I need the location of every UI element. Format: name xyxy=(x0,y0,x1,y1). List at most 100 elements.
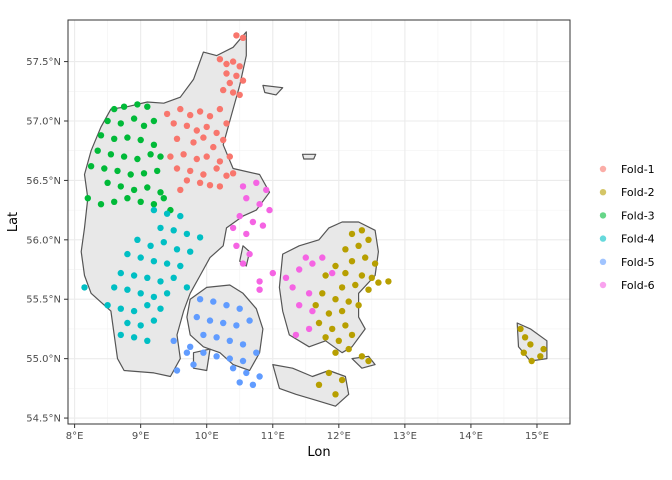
point-fold-3 xyxy=(150,201,158,208)
point-fold-4 xyxy=(150,258,158,265)
point-fold-4 xyxy=(137,254,144,261)
point-fold-2 xyxy=(322,334,329,341)
point-fold-4 xyxy=(117,305,125,312)
point-fold-2 xyxy=(322,272,329,279)
point-fold-3 xyxy=(150,141,158,148)
data-points xyxy=(81,32,547,398)
point-fold-2 xyxy=(358,353,366,360)
y-tick-label: 55.5°N xyxy=(26,295,61,306)
point-fold-3 xyxy=(154,167,161,175)
point-fold-5 xyxy=(193,313,200,321)
point-fold-4 xyxy=(163,210,171,217)
point-fold-3 xyxy=(140,170,148,177)
point-fold-1 xyxy=(196,108,204,115)
point-fold-6 xyxy=(305,325,313,333)
point-fold-1 xyxy=(223,70,230,77)
point-fold-3 xyxy=(147,151,154,158)
point-fold-5 xyxy=(190,361,197,368)
point-fold-6 xyxy=(243,230,250,238)
y-tick-label: 57.0°N xyxy=(26,117,61,128)
panel-border xyxy=(67,19,571,425)
point-fold-4 xyxy=(130,272,138,279)
point-fold-5 xyxy=(183,349,191,356)
point-fold-6 xyxy=(246,250,253,258)
point-fold-5 xyxy=(210,298,217,305)
point-fold-1 xyxy=(213,129,220,137)
point-fold-5 xyxy=(243,369,250,377)
point-fold-5 xyxy=(229,365,237,372)
point-fold-4 xyxy=(144,337,151,344)
point-fold-6 xyxy=(296,302,303,309)
point-fold-2 xyxy=(358,272,366,279)
point-fold-1 xyxy=(220,136,227,144)
point-fold-6 xyxy=(229,224,237,232)
point-fold-3 xyxy=(140,122,148,129)
point-fold-2 xyxy=(355,302,362,309)
point-fold-4 xyxy=(157,278,164,285)
point-fold-1 xyxy=(233,72,240,80)
point-fold-2 xyxy=(375,279,382,286)
point-fold-1 xyxy=(177,186,184,194)
point-fold-1 xyxy=(216,105,224,113)
point-fold-6 xyxy=(256,278,263,285)
legend-key-fold-2 xyxy=(599,189,607,196)
point-fold-4 xyxy=(111,284,118,291)
point-fold-3 xyxy=(104,179,111,186)
x-tick-label: 11°E xyxy=(261,431,285,442)
point-fold-3 xyxy=(97,201,105,208)
point-fold-5 xyxy=(246,317,253,324)
point-fold-3 xyxy=(111,105,118,113)
point-fold-1 xyxy=(216,183,224,190)
point-fold-6 xyxy=(309,307,316,315)
point-fold-2 xyxy=(348,230,356,238)
point-fold-1 xyxy=(196,179,204,186)
point-fold-5 xyxy=(249,381,257,388)
point-fold-5 xyxy=(233,322,240,329)
point-fold-2 xyxy=(348,258,356,265)
point-fold-2 xyxy=(362,254,369,261)
point-fold-1 xyxy=(239,77,247,84)
point-fold-4 xyxy=(147,242,154,249)
point-fold-6 xyxy=(233,242,240,249)
y-tick-label: 57.5°N xyxy=(26,57,61,68)
point-fold-1 xyxy=(190,139,197,146)
point-fold-6 xyxy=(239,260,247,267)
point-fold-2 xyxy=(520,349,527,356)
point-fold-3 xyxy=(107,151,115,158)
point-fold-1 xyxy=(187,111,194,119)
legend-label-fold-5: Fold-5 xyxy=(621,256,655,269)
point-fold-1 xyxy=(200,134,207,141)
point-fold-3 xyxy=(137,198,144,205)
point-fold-1 xyxy=(216,158,224,165)
point-fold-2 xyxy=(338,307,346,315)
point-fold-2 xyxy=(342,322,349,329)
legend-key-fold-1 xyxy=(599,165,607,173)
point-fold-4 xyxy=(81,284,88,291)
point-fold-4 xyxy=(160,239,167,246)
x-tick-label: 13°E xyxy=(393,431,417,442)
x-tick-label: 12°E xyxy=(327,431,351,442)
point-fold-3 xyxy=(160,195,167,202)
point-fold-1 xyxy=(213,165,220,172)
point-fold-6 xyxy=(302,254,309,261)
y-axis-title: Lat xyxy=(6,212,21,232)
point-fold-3 xyxy=(117,183,125,190)
point-fold-3 xyxy=(137,136,144,144)
point-fold-3 xyxy=(124,195,131,202)
point-fold-1 xyxy=(229,89,237,96)
y-tick-label: 56.5°N xyxy=(26,176,61,187)
point-fold-6 xyxy=(243,195,250,202)
point-fold-1 xyxy=(203,123,210,131)
point-fold-5 xyxy=(173,367,181,374)
legend-key-fold-4 xyxy=(599,235,607,242)
point-fold-5 xyxy=(239,341,247,348)
point-fold-3 xyxy=(134,101,141,108)
point-fold-2 xyxy=(332,262,339,270)
point-fold-4 xyxy=(134,236,141,243)
point-fold-1 xyxy=(216,56,224,63)
point-fold-2 xyxy=(332,296,339,303)
point-fold-4 xyxy=(144,274,151,281)
point-fold-2 xyxy=(352,281,359,289)
x-tick-label: 8°E xyxy=(66,431,84,442)
point-fold-2 xyxy=(527,341,534,348)
